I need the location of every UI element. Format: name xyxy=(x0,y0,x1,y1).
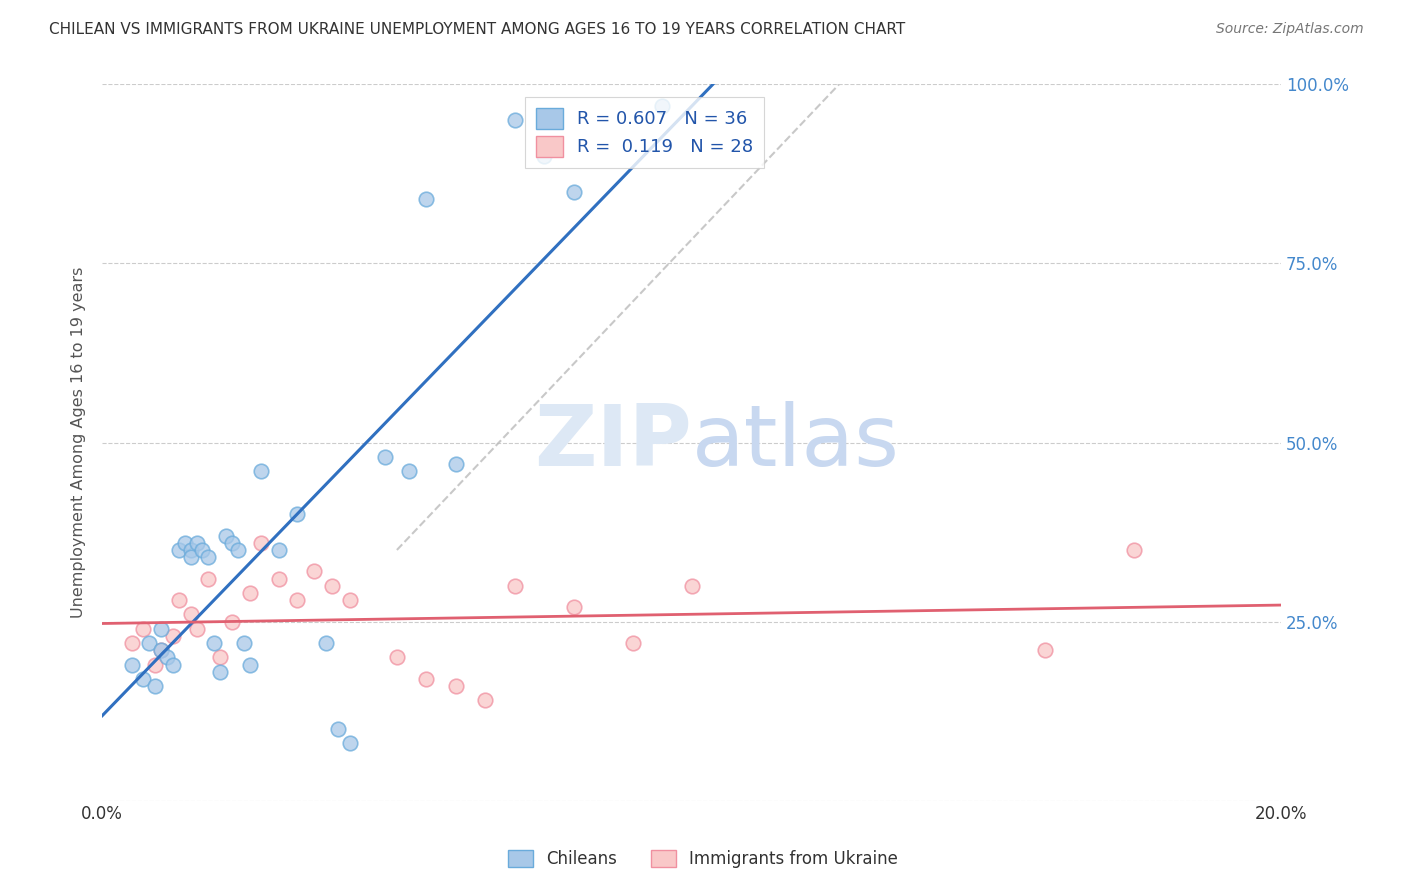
Point xyxy=(285,593,308,607)
Point xyxy=(533,149,555,163)
Point xyxy=(132,672,155,686)
Point xyxy=(150,643,173,657)
Point xyxy=(238,657,260,672)
Point xyxy=(315,636,337,650)
Point xyxy=(415,192,437,206)
Point xyxy=(444,457,467,471)
Point xyxy=(226,543,249,558)
Text: atlas: atlas xyxy=(692,401,900,484)
Point xyxy=(474,693,496,707)
Text: CHILEAN VS IMMIGRANTS FROM UKRAINE UNEMPLOYMENT AMONG AGES 16 TO 19 YEARS CORREL: CHILEAN VS IMMIGRANTS FROM UKRAINE UNEMP… xyxy=(49,22,905,37)
Point xyxy=(221,536,243,550)
Point xyxy=(238,586,260,600)
Point xyxy=(180,607,202,622)
Point xyxy=(250,536,273,550)
Point xyxy=(138,636,160,650)
Point xyxy=(398,464,420,478)
Point xyxy=(162,629,184,643)
Point xyxy=(374,450,396,464)
Point xyxy=(562,600,585,615)
Point xyxy=(197,550,219,565)
Point xyxy=(167,593,190,607)
Point xyxy=(1033,643,1056,657)
Legend: Chileans, Immigrants from Ukraine: Chileans, Immigrants from Ukraine xyxy=(502,843,904,875)
Point xyxy=(621,636,644,650)
Point xyxy=(121,636,143,650)
Point xyxy=(150,643,173,657)
Point xyxy=(180,550,202,565)
Point xyxy=(191,543,214,558)
Point xyxy=(267,543,290,558)
Point xyxy=(503,113,526,128)
Point xyxy=(197,572,219,586)
Point xyxy=(339,736,361,750)
Point xyxy=(173,536,195,550)
Point xyxy=(326,722,349,736)
Point xyxy=(304,565,326,579)
Point xyxy=(121,657,143,672)
Point xyxy=(162,657,184,672)
Y-axis label: Unemployment Among Ages 16 to 19 years: Unemployment Among Ages 16 to 19 years xyxy=(72,267,86,618)
Point xyxy=(562,185,585,199)
Point xyxy=(209,665,232,679)
Legend: R = 0.607   N = 36, R =  0.119   N = 28: R = 0.607 N = 36, R = 0.119 N = 28 xyxy=(524,97,763,168)
Point xyxy=(250,464,273,478)
Point xyxy=(339,593,361,607)
Point xyxy=(186,622,208,636)
Point xyxy=(209,650,232,665)
Point xyxy=(150,622,173,636)
Point xyxy=(651,99,673,113)
Point xyxy=(1122,543,1144,558)
Point xyxy=(202,636,225,650)
Point xyxy=(186,536,208,550)
Point xyxy=(232,636,254,650)
Point xyxy=(180,543,202,558)
Point xyxy=(215,528,238,542)
Point xyxy=(143,679,166,693)
Text: ZIP: ZIP xyxy=(534,401,692,484)
Point xyxy=(385,650,408,665)
Point xyxy=(415,672,437,686)
Point xyxy=(444,679,467,693)
Point xyxy=(503,579,526,593)
Point xyxy=(681,579,703,593)
Point xyxy=(167,543,190,558)
Text: Source: ZipAtlas.com: Source: ZipAtlas.com xyxy=(1216,22,1364,37)
Point xyxy=(143,657,166,672)
Point xyxy=(267,572,290,586)
Point xyxy=(285,507,308,521)
Point xyxy=(132,622,155,636)
Point xyxy=(156,650,179,665)
Point xyxy=(321,579,343,593)
Point xyxy=(221,615,243,629)
